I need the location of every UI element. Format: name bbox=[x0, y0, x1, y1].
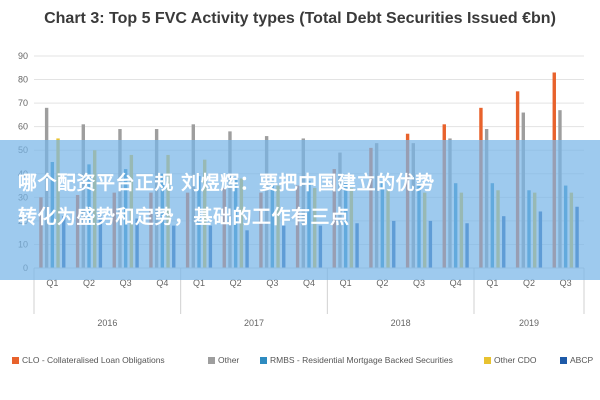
x-tick-label: Q3 bbox=[120, 278, 132, 288]
headline-line-2: 转化为盛势和定势，基础的工作有三点 bbox=[18, 206, 350, 228]
year-label: 2019 bbox=[519, 318, 539, 328]
x-tick-label: Q1 bbox=[193, 278, 205, 288]
legend-swatch bbox=[560, 356, 567, 364]
y-tick-label: 70 bbox=[18, 98, 28, 108]
headline-line-1: 哪个配资平台正规 刘煜辉：要把中国建立的优势 bbox=[18, 172, 435, 194]
x-tick-label: Q2 bbox=[376, 278, 388, 288]
x-tick-label: Q2 bbox=[523, 278, 535, 288]
legend-label: Other bbox=[218, 355, 240, 365]
legend-label: RMBS - Residential Mortgage Backed Secur… bbox=[270, 355, 453, 365]
legend-label: Other CDO bbox=[494, 355, 537, 365]
legend-item: CLO - Collateralised Loan Obligations bbox=[12, 352, 165, 368]
legend-swatch bbox=[484, 356, 491, 364]
legend-label: ABCP bbox=[570, 355, 594, 365]
headline-banner[interactable]: 哪个配资平台正规 刘煜辉：要把中国建立的优势 转化为盛势和定势，基础的工作有三点 bbox=[0, 140, 600, 280]
legend-item: Other CDO bbox=[484, 352, 537, 368]
x-tick-label: Q4 bbox=[303, 278, 315, 288]
legend-label: CLO - Collateralised Loan Obligations bbox=[22, 355, 165, 365]
legend-swatch bbox=[260, 356, 267, 364]
x-tick-label: Q2 bbox=[230, 278, 242, 288]
x-tick-label: Q1 bbox=[486, 278, 498, 288]
year-label: 2016 bbox=[97, 318, 117, 328]
chart-legend: CLO - Collateralised Loan Obligations Oth… bbox=[12, 352, 593, 370]
x-tick-label: Q4 bbox=[156, 278, 168, 288]
x-tick-label: Q3 bbox=[266, 278, 278, 288]
y-tick-label: 60 bbox=[18, 122, 28, 132]
legend-item: RMBS - Residential Mortgage Backed Secur… bbox=[260, 352, 453, 368]
x-tick-label: Q3 bbox=[560, 278, 572, 288]
x-tick-label: Q3 bbox=[413, 278, 425, 288]
legend-swatch bbox=[12, 356, 19, 364]
headline-text[interactable]: 哪个配资平台正规 刘煜辉：要把中国建立的优势 转化为盛势和定势，基础的工作有三点 bbox=[18, 166, 584, 234]
y-tick-label: 90 bbox=[18, 51, 28, 61]
x-tick-label: Q1 bbox=[46, 278, 58, 288]
x-tick-label: Q1 bbox=[340, 278, 352, 288]
chart-title: Chart 3: Top 5 FVC Activity types (Total… bbox=[44, 10, 556, 27]
y-tick-label: 80 bbox=[18, 75, 28, 85]
year-label: 2018 bbox=[391, 318, 411, 328]
legend-swatch bbox=[208, 356, 215, 364]
legend-item: ABCP bbox=[560, 352, 593, 368]
legend-item: Other bbox=[208, 352, 239, 368]
year-label: 2017 bbox=[244, 318, 264, 328]
x-tick-label: Q4 bbox=[450, 278, 462, 288]
x-tick-label: Q2 bbox=[83, 278, 95, 288]
